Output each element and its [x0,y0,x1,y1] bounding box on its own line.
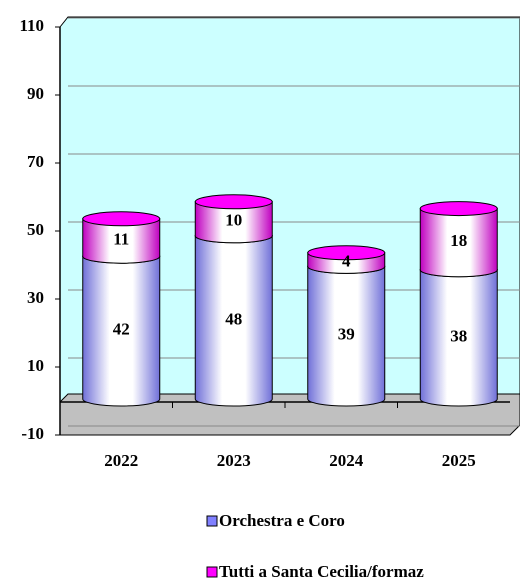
x-tick-label: 2023 [217,451,251,470]
data-label: 39 [338,325,355,344]
data-label: 18 [450,231,467,250]
bar-segment [419,269,498,407]
y-tick-label: 90 [27,84,44,103]
bar-top [82,211,161,227]
bar-segment [82,218,161,264]
bar-segment [82,255,161,407]
y-tick-label: 50 [27,220,44,239]
data-label: 4 [342,252,351,271]
bar-top [194,194,273,210]
legend-swatch [206,515,218,527]
data-label: 38 [450,326,467,345]
legend-label: Orchestra e Coro [219,511,345,530]
y-tick-label: -10 [21,424,44,443]
y-tick-label: 70 [27,152,44,171]
bar-top [307,245,386,261]
x-tick-label: 2025 [442,451,476,470]
bar-segment [194,201,273,244]
data-label: 42 [113,320,130,339]
bar-segment [419,208,498,278]
legend-swatch [206,566,218,578]
bar-top [419,201,498,217]
bar-segment [194,235,273,407]
data-label: 11 [113,229,129,248]
bar-segment [307,265,386,407]
x-tick-label: 2024 [329,451,364,470]
legend-label: Tutti a Santa Cecilia/formaz [219,562,424,579]
y-tick-label: 110 [19,16,44,35]
y-tick-label: 30 [27,288,44,307]
data-label: 48 [225,309,242,328]
x-tick-label: 2022 [104,451,138,470]
data-label: 10 [225,211,242,230]
y-tick-label: 10 [27,356,44,375]
